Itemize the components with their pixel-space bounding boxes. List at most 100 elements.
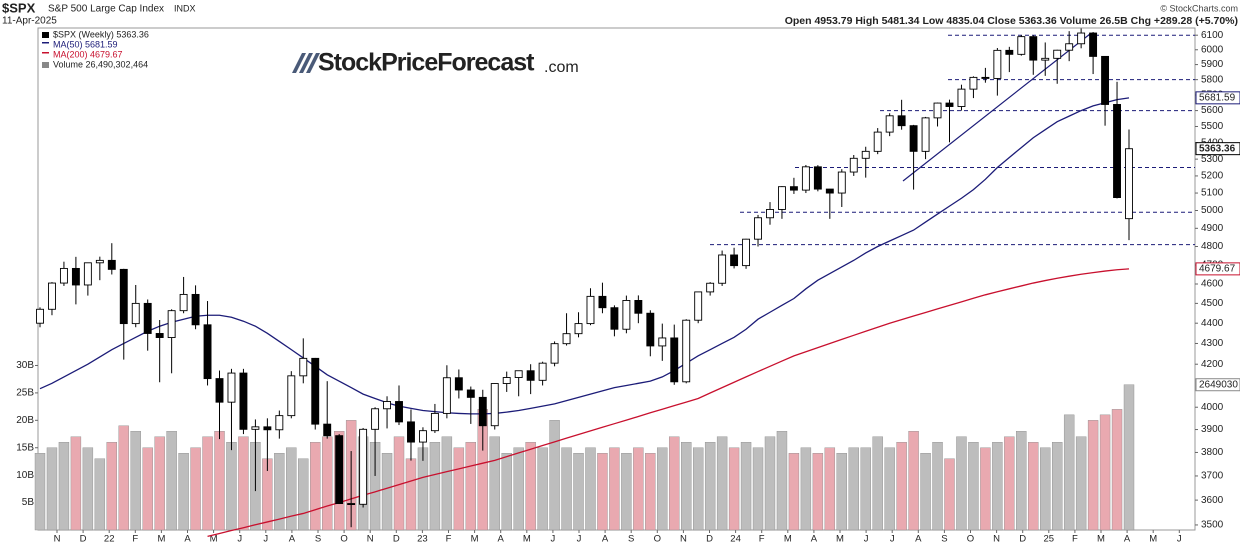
candle-body xyxy=(418,430,427,443)
y-tick-label: 4800 xyxy=(1201,241,1224,252)
candle-body xyxy=(143,302,152,334)
candle-body xyxy=(466,389,475,398)
candle-body xyxy=(335,435,344,504)
y-tick-label: 4500 xyxy=(1201,298,1224,309)
x-tick-label: D xyxy=(706,534,713,545)
candle-body xyxy=(239,372,248,430)
candle-body xyxy=(1065,43,1074,51)
logo-text: StockPriceForecast xyxy=(318,49,535,77)
candle-body xyxy=(789,186,798,191)
logo-icon xyxy=(292,53,320,73)
candle-body xyxy=(59,267,68,284)
volume-bar xyxy=(537,447,548,531)
candle-body xyxy=(191,293,200,326)
x-tick-label: A xyxy=(498,534,505,545)
x-tick-label: S xyxy=(628,534,634,545)
x-tick-label: J xyxy=(577,534,582,545)
volume-bar xyxy=(489,436,500,531)
x-tick-label: F xyxy=(132,534,138,545)
volume-bar xyxy=(968,442,979,531)
volume-bar xyxy=(609,447,620,531)
y-tick-label: 3600 xyxy=(1201,495,1224,506)
volume-bar xyxy=(681,442,692,531)
candle-body xyxy=(574,323,583,335)
candle-body xyxy=(610,307,619,330)
candle-body xyxy=(311,357,320,425)
candle-body xyxy=(825,188,834,194)
candle-body xyxy=(706,282,715,293)
candle-body xyxy=(993,49,1002,79)
candle-body xyxy=(167,310,176,338)
volume-bar xyxy=(46,447,58,531)
y-tick-label: 5500 xyxy=(1201,121,1224,132)
candle-body xyxy=(945,102,954,107)
x-tick-label: N xyxy=(993,534,1000,545)
candle-body xyxy=(215,378,224,403)
y-tick-label: 5200 xyxy=(1201,171,1224,182)
candle-body xyxy=(730,254,739,267)
volume-bar xyxy=(657,447,668,531)
volume-bar xyxy=(202,436,213,531)
candle-body xyxy=(682,319,691,383)
x-tick-label: J xyxy=(890,534,895,545)
x-tick-label: M xyxy=(523,534,531,545)
candle-body xyxy=(598,295,607,309)
x-tick-label: F xyxy=(759,534,765,545)
volume-bar xyxy=(824,447,836,531)
candle-body xyxy=(478,396,487,427)
x-tick-label: M xyxy=(157,534,165,545)
x-tick-label: N xyxy=(54,534,61,545)
candle-body xyxy=(538,362,547,381)
volume-bar xyxy=(1028,442,1039,531)
x-tick-label: M xyxy=(210,534,218,545)
volume-bar xyxy=(908,431,919,531)
candle-body xyxy=(36,308,44,324)
candle-body xyxy=(873,131,882,152)
x-tick-label: A xyxy=(915,534,922,545)
volume-bar xyxy=(645,453,656,531)
volume-tick-label: 5B xyxy=(22,497,35,508)
candle-body xyxy=(371,408,380,430)
volume-bar xyxy=(178,453,189,531)
x-tick-label: O xyxy=(654,534,661,545)
volume-bar xyxy=(992,442,1003,531)
legend-label: Volume 26,490,302,464 xyxy=(53,59,148,69)
y-tick-label: 5600 xyxy=(1201,105,1224,116)
candle-body xyxy=(957,88,966,107)
candle-body xyxy=(323,423,332,437)
candle-body xyxy=(359,428,368,505)
ma50-line xyxy=(39,97,1130,415)
x-tick-label: D xyxy=(393,534,400,545)
volume-bar xyxy=(298,458,309,531)
y-tick-label: 3500 xyxy=(1201,520,1224,531)
volume-bar xyxy=(764,436,776,531)
y-tick-label: 3700 xyxy=(1201,471,1224,482)
volume-bar xyxy=(621,453,632,531)
candle-body xyxy=(801,166,810,191)
x-tick-label: S xyxy=(941,534,947,545)
candle-body xyxy=(634,300,643,314)
candle-body xyxy=(275,415,284,431)
volume-bar xyxy=(932,442,943,531)
candle-body xyxy=(71,267,80,286)
legend-label: MA(200) 4679.67 xyxy=(53,49,123,59)
volume-bar xyxy=(58,442,70,531)
volume-tick-label: 30B xyxy=(16,360,34,371)
x-tick-label: N xyxy=(680,534,687,545)
x-tick-label: A xyxy=(602,534,609,545)
volume-bar xyxy=(692,447,704,531)
volume-bar xyxy=(441,436,453,531)
candle-body xyxy=(622,300,631,330)
y-tick-label: 6100 xyxy=(1201,30,1224,41)
candle-body xyxy=(454,377,463,391)
candle-body xyxy=(299,357,308,377)
y-tick-label: 4600 xyxy=(1201,279,1224,290)
candle-body xyxy=(1089,32,1098,57)
volume-bar xyxy=(573,453,584,531)
candle-body xyxy=(1101,55,1110,105)
x-tick-label: M xyxy=(1097,534,1105,545)
candle-body xyxy=(1077,32,1086,45)
y-tick-label: 5300 xyxy=(1201,154,1224,165)
x-tick-label: A xyxy=(184,534,191,545)
volume-bar xyxy=(1075,436,1087,531)
